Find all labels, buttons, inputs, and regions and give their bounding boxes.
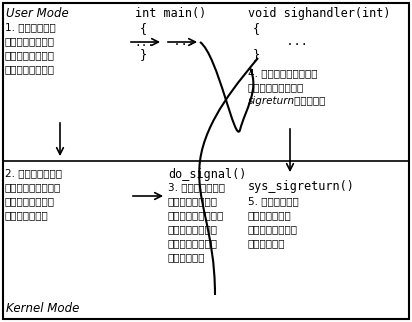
Text: {: {	[253, 22, 260, 35]
Text: ...: ...	[145, 35, 195, 48]
Text: 系统调用进入内核: 系统调用进入内核	[5, 64, 55, 74]
Text: 执行特殊的系统调用: 执行特殊的系统调用	[248, 82, 304, 92]
Text: 处理函数则回到用户: 处理函数则回到用户	[168, 210, 224, 220]
Text: 从主控制流程中: 从主控制流程中	[248, 210, 292, 220]
Text: 1. 在执行主控制: 1. 在执行主控制	[5, 22, 56, 32]
Text: 模式执行信号处理: 模式执行信号处理	[168, 224, 218, 234]
Text: User Mode: User Mode	[6, 7, 69, 20]
Text: sigreturn再次进内核: sigreturn再次进内核	[248, 96, 326, 106]
Text: sys_sigreturn(): sys_sigreturn()	[248, 180, 355, 193]
Text: 3. 如果信号的处理: 3. 如果信号的处理	[168, 182, 225, 192]
Text: 流程的某条指令时: 流程的某条指令时	[5, 36, 55, 46]
Text: 主控制流程）: 主控制流程）	[168, 252, 206, 262]
Text: 继续向下执行: 继续向下执行	[248, 238, 286, 248]
Text: 可以递送的信号: 可以递送的信号	[5, 210, 49, 220]
Text: 准备回用户模式之前: 准备回用户模式之前	[5, 182, 61, 192]
Text: 5. 返回用户模式: 5. 返回用户模式	[248, 196, 299, 206]
Text: int main(): int main()	[135, 7, 206, 20]
Text: ...: ...	[135, 38, 155, 48]
Text: 2. 内核处理完异常: 2. 内核处理完异常	[5, 168, 62, 178]
Text: 先处理当前进程中: 先处理当前进程中	[5, 196, 55, 206]
Text: Kernel Mode: Kernel Mode	[6, 302, 80, 315]
Text: }: }	[253, 48, 260, 61]
Text: {: {	[140, 22, 147, 35]
Text: 动作自定义的信号: 动作自定义的信号	[168, 196, 218, 206]
Text: 4. 信号处理函数返回时: 4. 信号处理函数返回时	[248, 68, 318, 78]
Text: ...: ...	[258, 35, 308, 48]
Text: 函数（而不是回到: 函数（而不是回到	[168, 238, 218, 248]
Text: 因为中断、异常或: 因为中断、异常或	[5, 50, 55, 60]
Text: }: }	[140, 48, 147, 61]
Text: do_signal(): do_signal()	[168, 168, 246, 181]
Text: 上次被中断的地方: 上次被中断的地方	[248, 224, 298, 234]
Text: void sighandler(int): void sighandler(int)	[248, 7, 391, 20]
